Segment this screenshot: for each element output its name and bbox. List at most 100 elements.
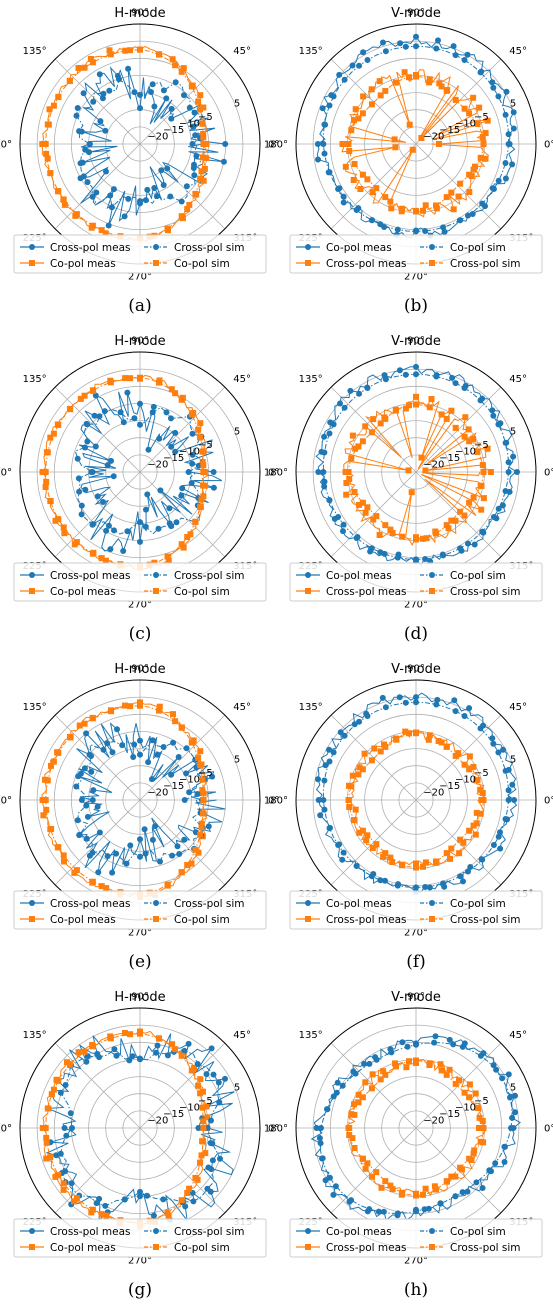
subfigure-caption: (c) [128,624,152,644]
data-point-marker [197,1090,204,1097]
data-point-marker [466,171,473,178]
data-point-marker [326,825,333,832]
data-point-marker [125,195,132,202]
data-point-marker [490,842,497,848]
data-point-marker [346,476,353,482]
data-point-marker [368,1085,375,1092]
data-point-marker [89,222,96,229]
radial-tick-label: −15 [163,1109,184,1120]
data-point-marker [197,106,204,113]
angle-tick-label: 270° [404,600,428,611]
data-point-marker [422,556,429,562]
data-point-marker [402,728,409,735]
legend: Cross-pol meas Co-pol meas Cross-pol sim Co… [13,1218,267,1258]
data-point-marker [362,509,369,516]
legend-marker [429,588,435,594]
data-point-marker [382,1178,389,1185]
data-point-marker [102,1202,109,1209]
data-point-marker [377,221,384,228]
data-point-marker [448,1173,455,1180]
data-point-marker [465,868,471,875]
data-point-marker [170,739,177,746]
data-point-marker [362,1079,369,1086]
data-point-marker [471,1147,478,1154]
series-layer [315,692,518,895]
data-point-marker [178,869,185,876]
data-point-marker [108,204,115,211]
data-point-marker [413,884,419,891]
data-point-marker [186,789,193,796]
data-point-marker [88,753,95,759]
data-point-marker [164,1052,171,1059]
data-point-marker [470,1150,477,1157]
radial-tick-label: −5 [198,768,213,779]
data-point-marker [315,469,322,475]
data-point-marker [369,189,376,196]
polar-chart-svg: V-mode0°45°90°135°180°225°270°315°5−5−10… [264,990,553,1267]
data-point-marker [81,392,88,399]
data-point-marker [422,859,429,866]
data-point-marker [438,739,445,746]
data-point-marker [106,47,113,54]
data-point-marker [326,746,332,753]
data-point-marker [425,736,432,743]
data-point-marker [107,379,114,386]
data-point-marker [479,1185,486,1191]
data-point-marker [74,817,81,824]
data-point-marker [44,777,51,784]
data-point-marker [321,150,328,157]
data-point-marker [514,469,520,475]
data-point-marker [321,478,328,485]
legend-marker [29,900,35,906]
radial-tick-label: 5 [510,755,516,766]
data-point-marker [53,1152,60,1159]
data-point-marker [382,704,389,711]
data-point-marker [394,554,401,561]
data-point-marker [73,539,80,546]
radial-tick-label: −20 [423,459,444,470]
data-point-marker [479,528,486,535]
radial-tick-label: −10 [179,774,200,785]
angle-tick-label: 0° [544,140,553,151]
legend-label: Co-pol sim [174,1242,230,1254]
data-point-marker [351,161,358,167]
data-point-marker [505,141,512,147]
data-point-marker [186,104,193,111]
data-point-marker [448,845,455,852]
data-point-marker [360,49,367,56]
data-point-marker [470,494,477,501]
data-point-marker [318,1125,324,1131]
series-layer [39,374,223,571]
data-point-marker [107,51,114,58]
legend-label: Co-pol meas [50,1242,116,1254]
data-point-marker [42,469,49,475]
data-point-marker [479,856,486,863]
angle-tick-label: 180° [264,796,288,807]
angle-tick-label: 45° [233,1030,251,1041]
data-point-marker [452,1193,459,1200]
data-point-marker [397,40,404,47]
data-point-marker [98,883,105,890]
data-point-marker [465,426,472,433]
data-point-marker [382,743,389,750]
data-point-marker [490,514,497,520]
data-point-marker [403,1064,410,1071]
data-point-marker [172,429,179,436]
data-point-marker [380,1208,387,1215]
data-point-marker [387,526,394,533]
data-point-marker [373,1169,380,1176]
data-point-marker [450,206,457,213]
data-point-marker [40,812,47,819]
subfigure-caption: (b) [403,296,429,316]
data-point-marker [124,389,131,396]
data-point-marker [440,552,447,559]
data-point-marker [117,409,124,416]
radial-tick-label: −20 [423,1115,444,1126]
data-point-marker [197,1076,204,1083]
data-point-marker [153,1049,159,1056]
data-point-marker [198,1152,205,1159]
data-point-marker [461,105,468,112]
legend-marker [153,916,159,922]
data-point-marker [459,1043,466,1050]
data-point-marker [200,482,206,489]
